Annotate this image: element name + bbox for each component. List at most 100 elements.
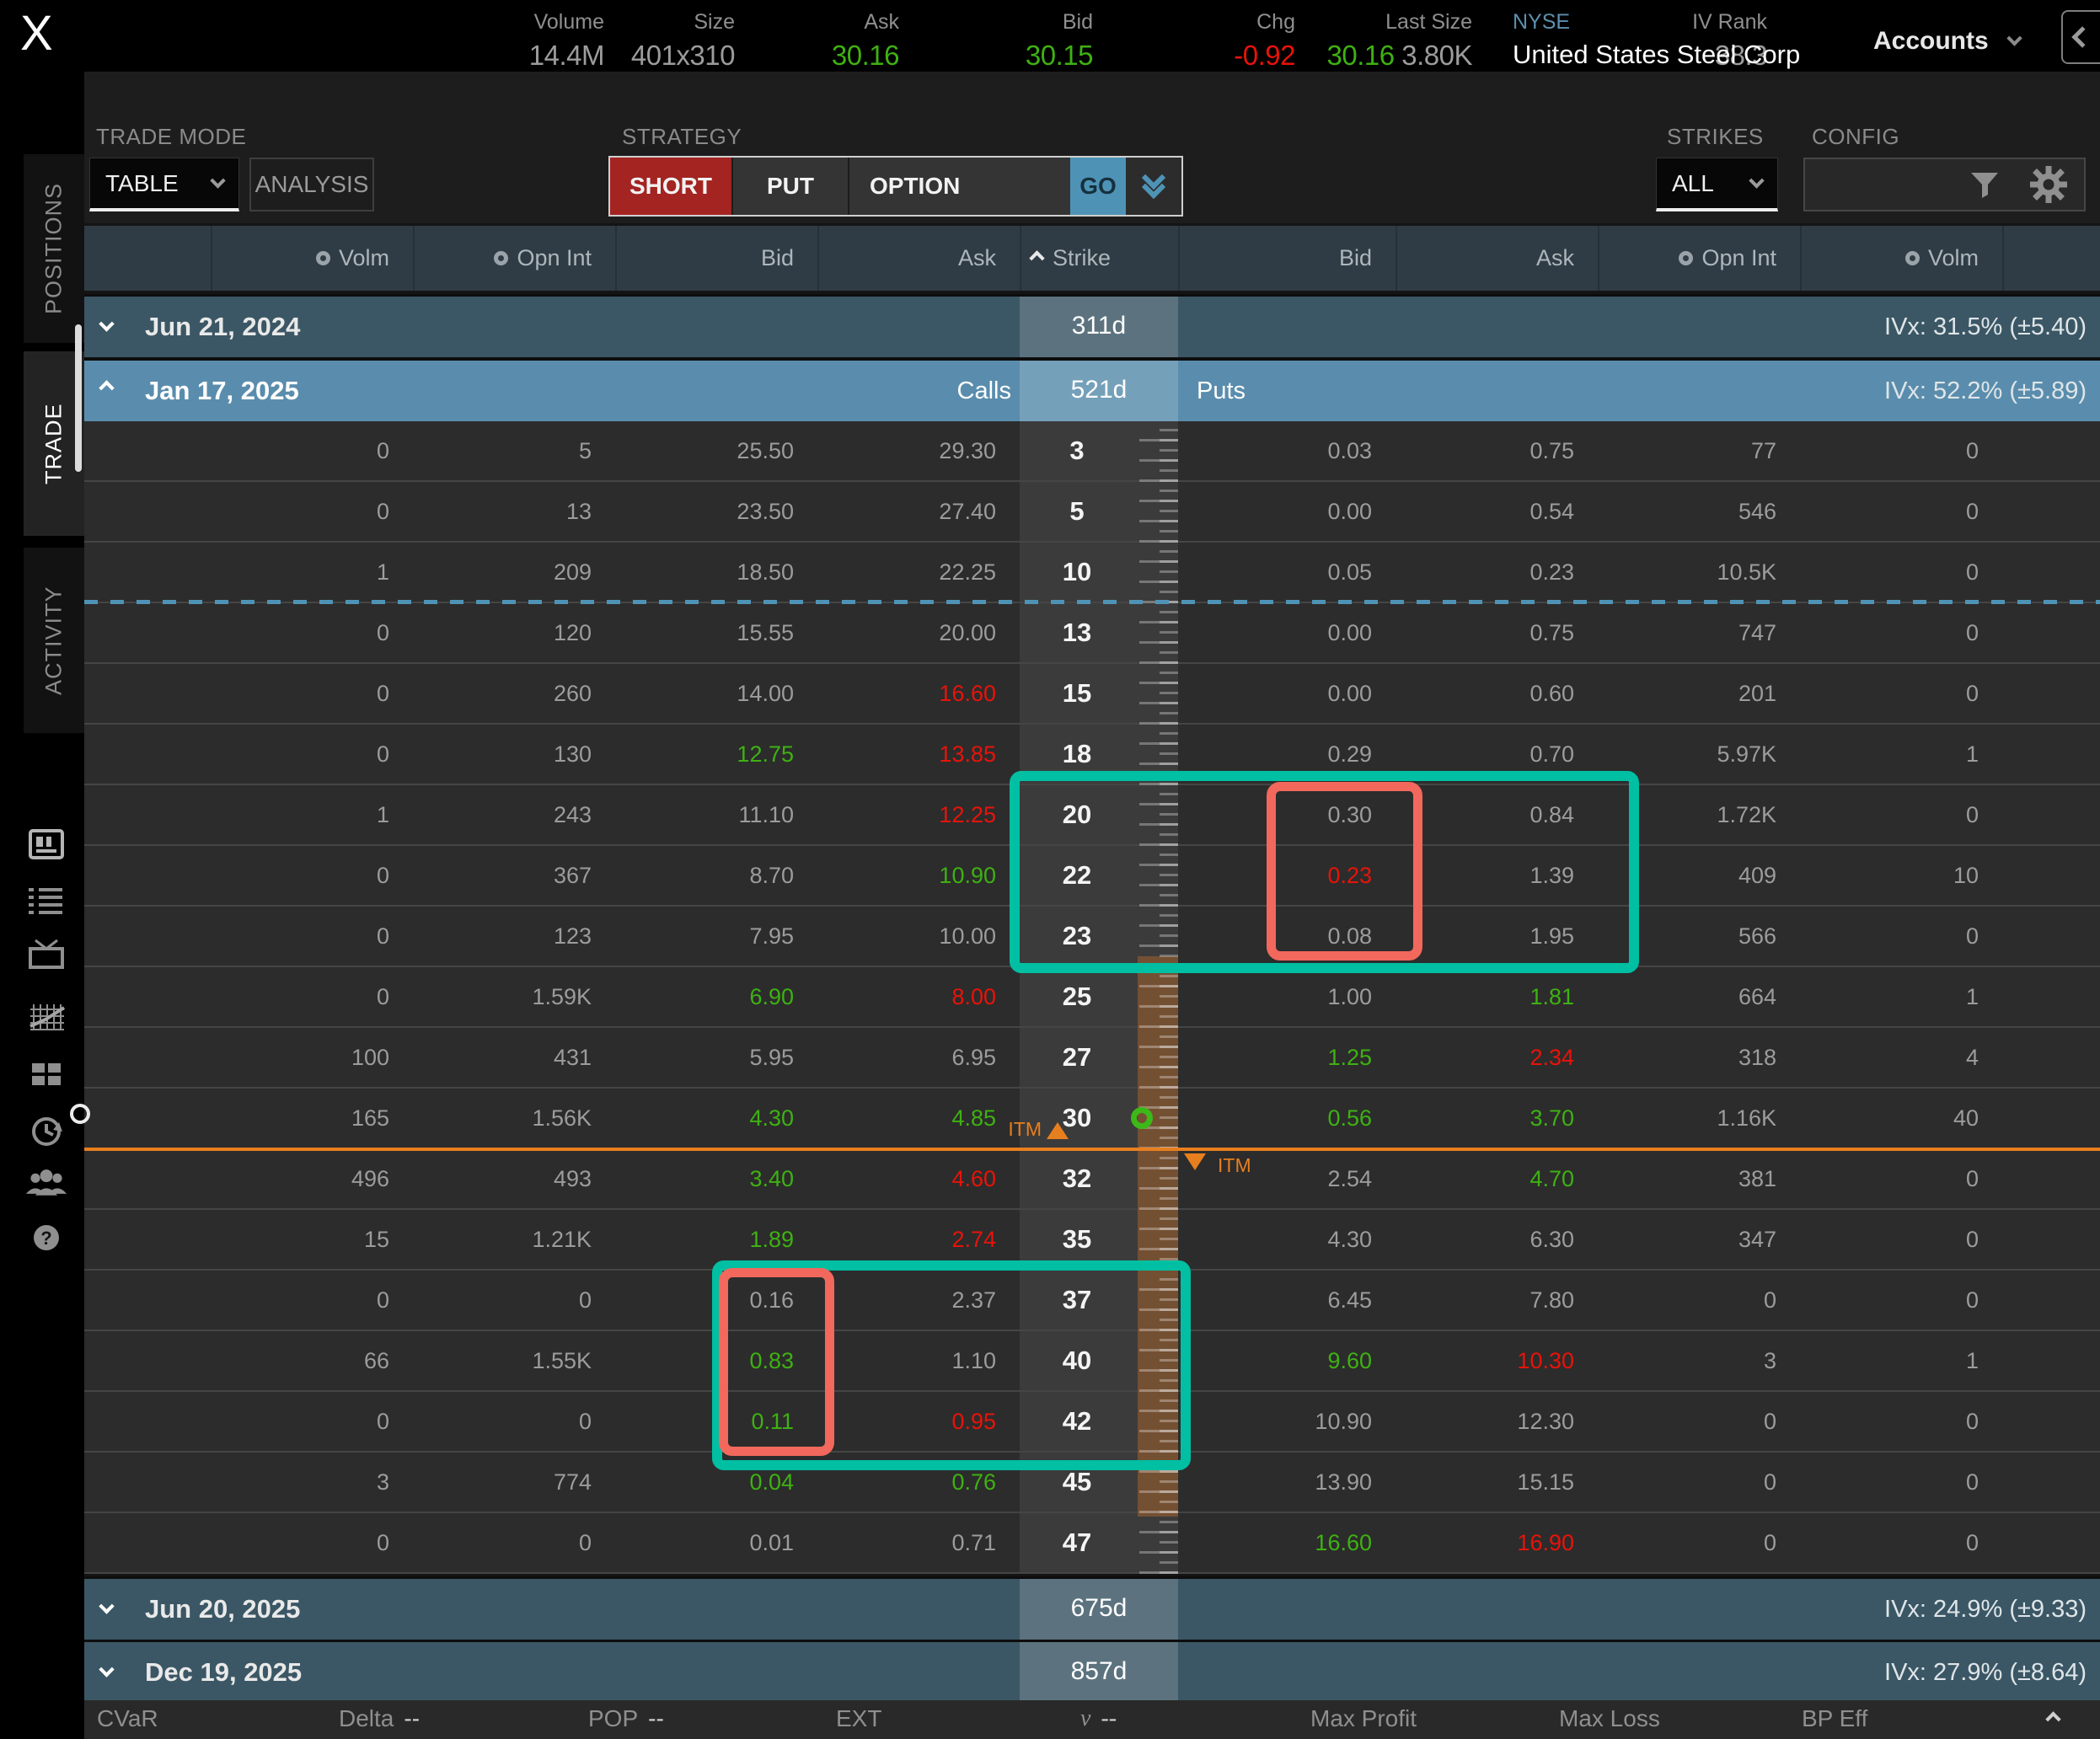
put-bid[interactable]: 0.03	[1327, 437, 1372, 463]
call-bid[interactable]: 0.01	[749, 1529, 794, 1555]
put-ask[interactable]: 16.90	[1517, 1529, 1574, 1555]
call-ask[interactable]: 10.90	[939, 862, 996, 888]
put-bid[interactable]: 0.00	[1327, 619, 1372, 645]
call-bid[interactable]: 18.50	[737, 559, 794, 585]
put-ask[interactable]: 15.15	[1517, 1469, 1574, 1495]
call-ask[interactable]: 16.60	[939, 680, 996, 706]
call-bid[interactable]: 11.10	[738, 801, 794, 827]
header-put-bid[interactable]: Bid	[1178, 226, 1396, 291]
call-ask[interactable]: 2.37	[951, 1287, 996, 1313]
put-ask[interactable]: 1.39	[1529, 862, 1574, 888]
put-ask[interactable]: 4.70	[1529, 1165, 1574, 1191]
call-ask[interactable]: 2.74	[951, 1226, 996, 1252]
sidebar-tab-activity[interactable]: ACTIVITY	[24, 548, 84, 733]
call-bid[interactable]: 25.50	[737, 437, 794, 463]
help-icon[interactable]: ?	[24, 1216, 68, 1260]
call-ask[interactable]: 27.40	[939, 498, 996, 524]
put-bid[interactable]: 16.60	[1315, 1529, 1372, 1555]
put-bid[interactable]: 0.05	[1327, 559, 1372, 585]
call-ask[interactable]: 0.76	[951, 1469, 996, 1495]
put-ask[interactable]: 12.30	[1517, 1408, 1574, 1434]
put-ask[interactable]: 2.34	[1529, 1044, 1574, 1070]
call-ask[interactable]: 22.25	[939, 559, 996, 585]
put-bid[interactable]: 13.90	[1315, 1469, 1372, 1495]
call-ask[interactable]: 1.10	[951, 1347, 996, 1373]
put-bid[interactable]: 10.90	[1315, 1408, 1372, 1434]
expiration-row-jun-21-2024[interactable]: Jun 21, 2024 311d IVx: 31.5% (±5.40)	[84, 294, 2100, 360]
call-bid[interactable]: 1.89	[749, 1226, 794, 1252]
strategy-put-button[interactable]: PUT	[731, 158, 848, 215]
header-call-openinterest[interactable]: Opn Int	[413, 226, 615, 291]
header-put-openinterest[interactable]: Opn Int	[1598, 226, 1800, 291]
put-ask[interactable]: 1.95	[1529, 923, 1574, 949]
trade-mode-dropdown[interactable]: TABLE	[89, 158, 239, 211]
put-bid[interactable]: 6.45	[1327, 1287, 1372, 1313]
list-icon[interactable]	[24, 879, 68, 923]
put-ask[interactable]: 10.30	[1517, 1347, 1574, 1373]
header-call-volume[interactable]: Volm	[211, 226, 413, 291]
put-ask[interactable]: 0.60	[1529, 680, 1574, 706]
put-bid[interactable]: 0.08	[1327, 923, 1372, 949]
header-call-bid[interactable]: Bid	[615, 226, 817, 291]
put-bid[interactable]: 9.60	[1327, 1347, 1372, 1373]
call-bid[interactable]: 0.16	[749, 1287, 794, 1313]
call-ask[interactable]: 6.95	[951, 1044, 996, 1070]
strategy-expand-button[interactable]	[1126, 158, 1181, 215]
call-ask[interactable]: 29.30	[939, 437, 996, 463]
header-put-ask[interactable]: Ask	[1396, 226, 1598, 291]
put-ask[interactable]: 0.54	[1529, 498, 1574, 524]
put-bid[interactable]: 1.25	[1327, 1044, 1372, 1070]
header-strike[interactable]: Strike	[1020, 226, 1178, 291]
people-icon[interactable]	[24, 1160, 68, 1204]
call-ask[interactable]: 4.60	[951, 1165, 996, 1191]
put-ask[interactable]: 0.75	[1529, 437, 1574, 463]
call-bid[interactable]: 4.30	[749, 1105, 794, 1131]
call-ask[interactable]: 12.25	[939, 801, 996, 827]
call-ask[interactable]: 13.85	[939, 741, 996, 767]
tv-icon[interactable]	[24, 933, 68, 977]
expiration-row-dec-19-2025[interactable]: Dec 19, 2025 857d IVx: 27.9% (±8.64)	[84, 1640, 2100, 1705]
dashboard-grid-icon[interactable]	[24, 1052, 68, 1096]
history-clock-icon[interactable]	[24, 1110, 68, 1153]
put-ask[interactable]: 1.81	[1529, 983, 1574, 1009]
put-ask[interactable]: 0.23	[1529, 559, 1574, 585]
call-bid[interactable]: 6.90	[749, 983, 794, 1009]
call-bid[interactable]: 14.00	[737, 680, 794, 706]
put-bid[interactable]: 1.00	[1327, 983, 1372, 1009]
strikes-dropdown[interactable]: ALL	[1656, 158, 1778, 211]
expiration-row-jun-20-2025[interactable]: Jun 20, 2025 675d IVx: 24.9% (±9.33)	[84, 1576, 2100, 1642]
call-bid[interactable]: 3.40	[749, 1165, 794, 1191]
put-bid[interactable]: 0.23	[1327, 862, 1372, 888]
call-ask[interactable]: 0.71	[951, 1529, 996, 1555]
call-bid[interactable]: 23.50	[737, 498, 794, 524]
sidebar-tab-positions[interactable]: POSITIONS	[24, 154, 84, 343]
call-bid[interactable]: 12.75	[737, 741, 794, 767]
put-ask[interactable]: 0.84	[1529, 801, 1574, 827]
header-call-ask[interactable]: Ask	[817, 226, 1020, 291]
chart-grid-icon[interactable]	[24, 993, 68, 1037]
call-ask[interactable]: 8.00	[951, 983, 996, 1009]
strategy-option-button[interactable]: OPTION	[848, 158, 1070, 215]
call-bid[interactable]: 15.55	[737, 619, 794, 645]
expiration-row-jan-17-2025[interactable]: Jan 17, 2025 Calls 521d Puts IVx: 52.2% …	[84, 358, 2100, 424]
call-bid[interactable]: 0.83	[749, 1347, 794, 1373]
put-ask[interactable]: 0.70	[1529, 741, 1574, 767]
call-ask[interactable]: 10.00	[939, 923, 996, 949]
call-ask[interactable]: 20.00	[939, 619, 996, 645]
header-put-volume[interactable]: Volm	[1800, 226, 2002, 291]
call-ask[interactable]: 0.95	[951, 1408, 996, 1434]
filter-icon[interactable]	[1968, 168, 2001, 201]
put-ask[interactable]: 0.75	[1529, 619, 1574, 645]
analysis-button[interactable]: ANALYSIS	[249, 158, 374, 211]
call-bid[interactable]: 0.04	[749, 1469, 794, 1495]
strategy-go-button[interactable]: GO	[1070, 158, 1126, 215]
chevron-up-icon[interactable]	[2045, 1711, 2061, 1727]
put-bid[interactable]: 0.29	[1327, 741, 1372, 767]
put-bid[interactable]: 2.54	[1327, 1165, 1372, 1191]
put-bid[interactable]: 4.30	[1327, 1226, 1372, 1252]
call-ask[interactable]: 4.85	[951, 1105, 996, 1131]
put-bid[interactable]: 0.00	[1327, 680, 1372, 706]
put-ask[interactable]: 6.30	[1529, 1226, 1574, 1252]
collapse-panel-button[interactable]	[2061, 10, 2100, 64]
gear-icon[interactable]	[2030, 166, 2067, 203]
